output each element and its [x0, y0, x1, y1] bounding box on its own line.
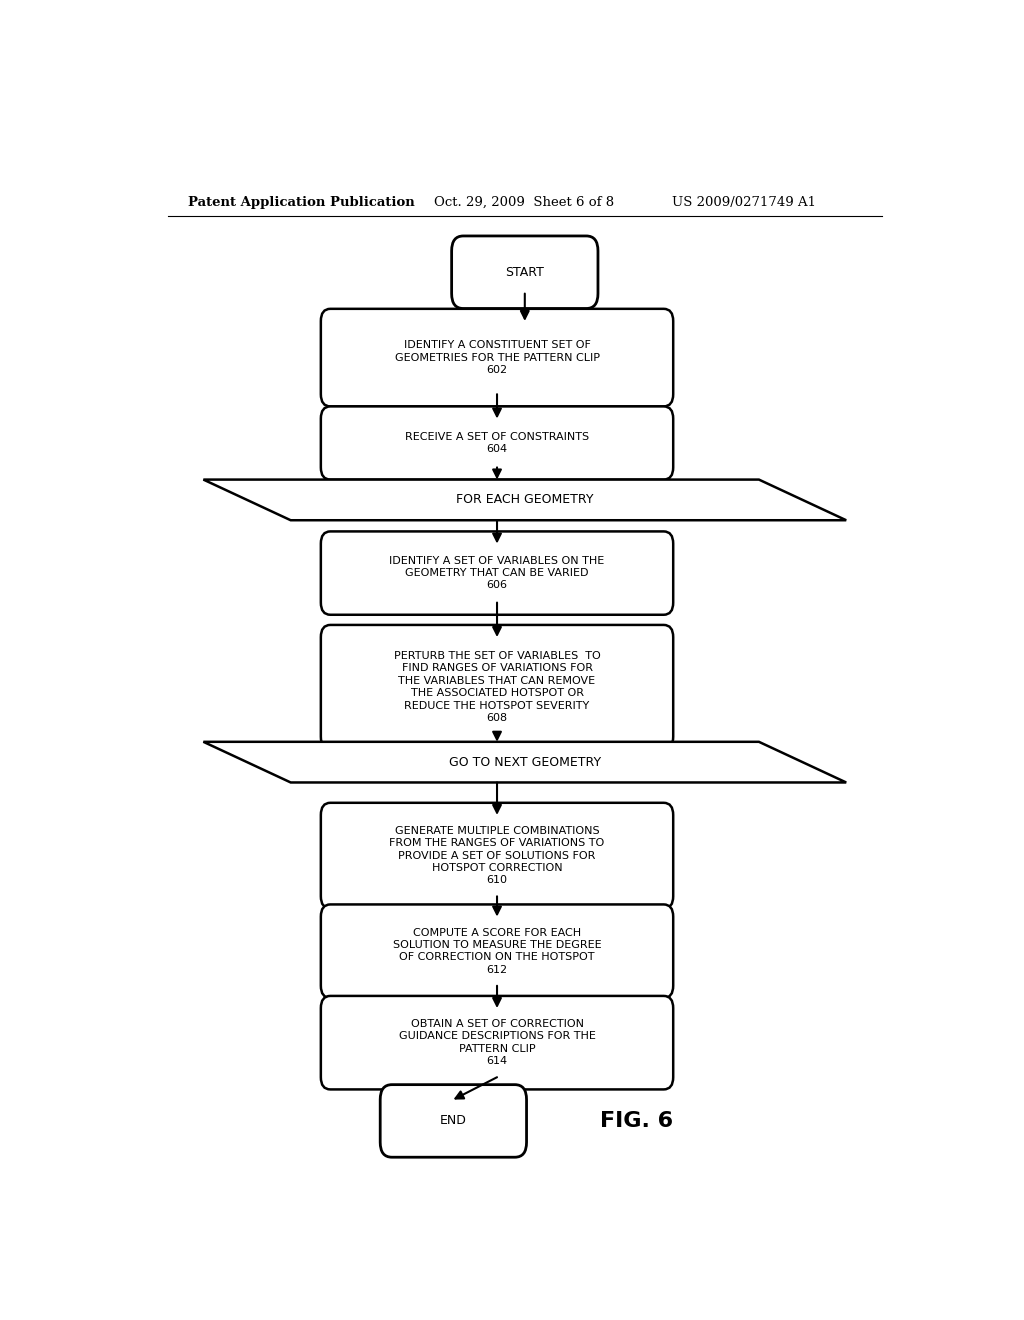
Text: START: START — [506, 265, 544, 279]
Text: COMPUTE A SCORE FOR EACH
SOLUTION TO MEASURE THE DEGREE
OF CORRECTION ON THE HOT: COMPUTE A SCORE FOR EACH SOLUTION TO MEA… — [393, 928, 601, 974]
FancyBboxPatch shape — [321, 532, 673, 615]
Text: GENERATE MULTIPLE COMBINATIONS
FROM THE RANGES OF VARIATIONS TO
PROVIDE A SET OF: GENERATE MULTIPLE COMBINATIONS FROM THE … — [389, 826, 604, 886]
Text: FOR EACH GEOMETRY: FOR EACH GEOMETRY — [456, 494, 594, 507]
Text: Patent Application Publication: Patent Application Publication — [187, 195, 415, 209]
Text: IDENTIFY A CONSTITUENT SET OF
GEOMETRIES FOR THE PATTERN CLIP
602: IDENTIFY A CONSTITUENT SET OF GEOMETRIES… — [394, 341, 599, 375]
Text: OBTAIN A SET OF CORRECTION
GUIDANCE DESCRIPTIONS FOR THE
PATTERN CLIP
614: OBTAIN A SET OF CORRECTION GUIDANCE DESC… — [398, 1019, 596, 1067]
Text: END: END — [440, 1114, 467, 1127]
Text: IDENTIFY A SET OF VARIABLES ON THE
GEOMETRY THAT CAN BE VARIED
606: IDENTIFY A SET OF VARIABLES ON THE GEOME… — [389, 556, 604, 590]
FancyBboxPatch shape — [321, 624, 673, 748]
Text: GO TO NEXT GEOMETRY: GO TO NEXT GEOMETRY — [449, 755, 601, 768]
FancyBboxPatch shape — [321, 995, 673, 1089]
FancyBboxPatch shape — [452, 236, 598, 309]
Polygon shape — [204, 479, 846, 520]
Text: RECEIVE A SET OF CONSTRAINTS
604: RECEIVE A SET OF CONSTRAINTS 604 — [404, 432, 589, 454]
Text: US 2009/0271749 A1: US 2009/0271749 A1 — [672, 195, 816, 209]
FancyBboxPatch shape — [321, 904, 673, 998]
Polygon shape — [204, 742, 846, 783]
Text: Oct. 29, 2009  Sheet 6 of 8: Oct. 29, 2009 Sheet 6 of 8 — [433, 195, 613, 209]
Text: FIG. 6: FIG. 6 — [600, 1111, 674, 1131]
Text: PERTURB THE SET OF VARIABLES  TO
FIND RANGES OF VARIATIONS FOR
THE VARIABLES THA: PERTURB THE SET OF VARIABLES TO FIND RAN… — [393, 651, 600, 723]
FancyBboxPatch shape — [380, 1085, 526, 1158]
FancyBboxPatch shape — [321, 407, 673, 479]
FancyBboxPatch shape — [321, 309, 673, 407]
FancyBboxPatch shape — [321, 803, 673, 908]
